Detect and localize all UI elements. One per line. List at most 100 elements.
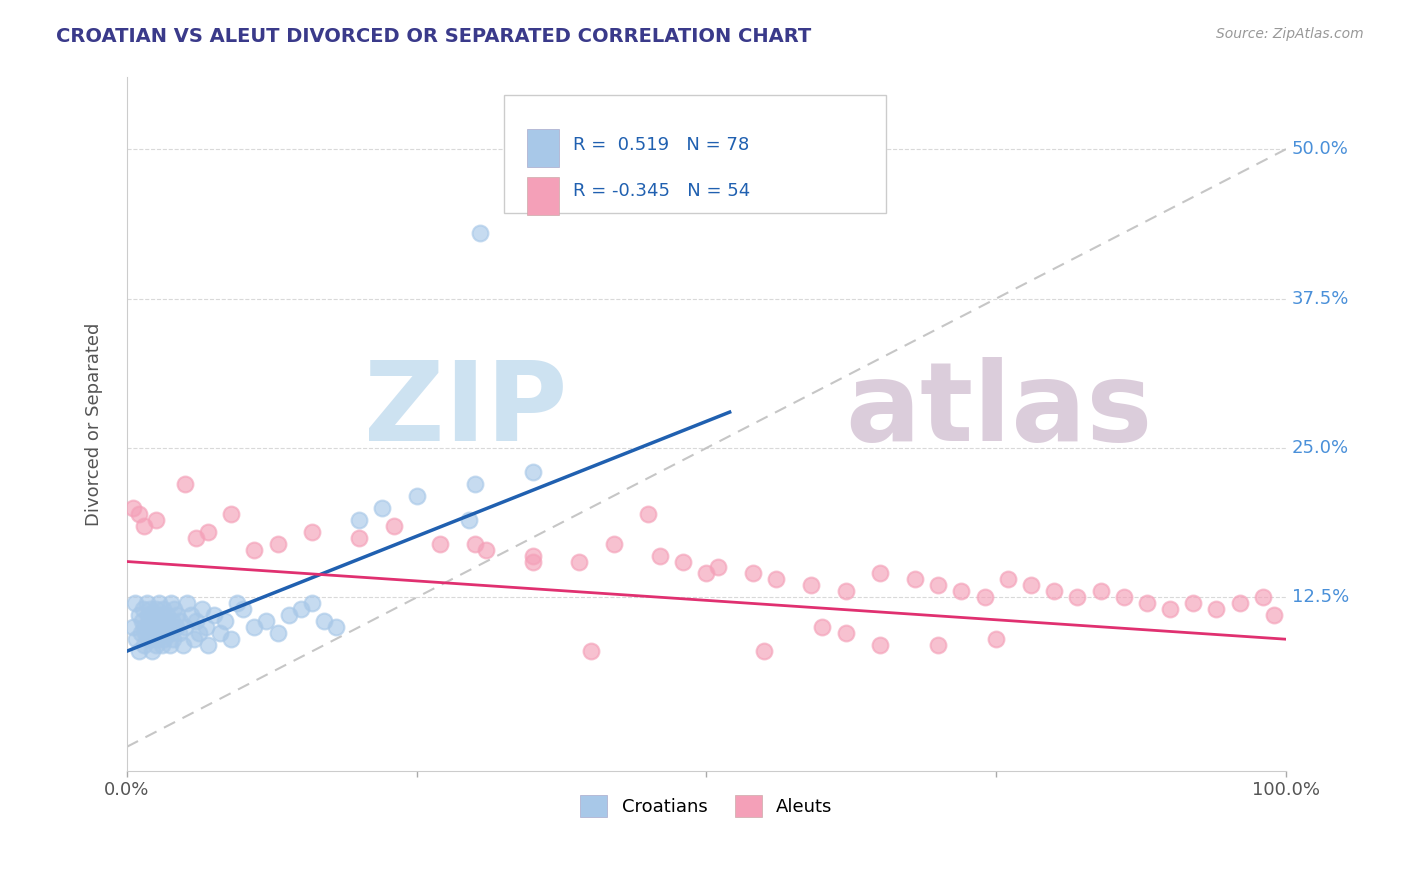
Point	[1182, 596, 1205, 610]
Point	[869, 566, 891, 581]
Point	[254, 615, 277, 629]
Point	[172, 638, 194, 652]
Point	[214, 615, 236, 629]
Point	[522, 555, 544, 569]
Point	[141, 644, 163, 658]
Point	[1066, 591, 1088, 605]
Point	[187, 626, 209, 640]
Point	[141, 608, 163, 623]
Point	[180, 608, 202, 623]
Point	[134, 518, 156, 533]
Point	[522, 465, 544, 479]
Point	[152, 602, 174, 616]
Point	[160, 596, 183, 610]
Point	[347, 531, 370, 545]
Point	[157, 620, 180, 634]
Text: 50.0%: 50.0%	[1292, 140, 1348, 158]
Point	[1112, 591, 1135, 605]
Text: Source: ZipAtlas.com: Source: ZipAtlas.com	[1216, 27, 1364, 41]
Point	[136, 608, 159, 623]
Point	[167, 626, 190, 640]
Point	[134, 638, 156, 652]
Point	[695, 566, 717, 581]
Point	[1043, 584, 1066, 599]
Point	[973, 591, 995, 605]
Point	[290, 602, 312, 616]
Point	[150, 620, 173, 634]
Point	[950, 584, 973, 599]
Point	[160, 615, 183, 629]
Point	[464, 536, 486, 550]
Legend: Croatians, Aleuts: Croatians, Aleuts	[574, 788, 839, 824]
Point	[904, 573, 927, 587]
Point	[470, 226, 492, 240]
Point	[128, 644, 150, 658]
Point	[1159, 602, 1181, 616]
Point	[145, 638, 167, 652]
Point	[156, 608, 179, 623]
Point	[143, 620, 166, 634]
Point	[163, 602, 186, 616]
Point	[579, 644, 602, 658]
Point	[243, 620, 266, 634]
Text: 37.5%: 37.5%	[1292, 290, 1350, 308]
Point	[219, 632, 242, 647]
Point	[464, 476, 486, 491]
Point	[136, 632, 159, 647]
FancyBboxPatch shape	[527, 129, 560, 167]
Point	[232, 602, 254, 616]
Point	[811, 620, 834, 634]
Y-axis label: Divorced or Separated: Divorced or Separated	[86, 322, 103, 525]
Point	[132, 602, 155, 616]
Point	[128, 507, 150, 521]
Point	[165, 620, 187, 634]
Point	[707, 560, 730, 574]
Point	[927, 578, 949, 592]
Point	[382, 518, 405, 533]
Point	[800, 578, 823, 592]
Point	[301, 524, 323, 539]
Point	[125, 632, 148, 647]
Text: CROATIAN VS ALEUT DIVORCED OR SEPARATED CORRELATION CHART: CROATIAN VS ALEUT DIVORCED OR SEPARATED …	[56, 27, 811, 45]
Point	[139, 602, 162, 616]
Point	[1090, 584, 1112, 599]
Point	[226, 596, 249, 610]
Point	[124, 596, 146, 610]
Point	[183, 632, 205, 647]
Point	[648, 549, 671, 563]
Point	[754, 644, 776, 658]
Point	[219, 507, 242, 521]
Point	[162, 632, 184, 647]
Point	[176, 596, 198, 610]
Point	[145, 602, 167, 616]
Point	[834, 626, 856, 640]
Point	[197, 638, 219, 652]
Point	[121, 620, 143, 634]
Point	[522, 549, 544, 563]
Point	[869, 638, 891, 652]
Point	[128, 608, 150, 623]
Point	[1205, 602, 1227, 616]
Point	[1019, 578, 1042, 592]
Point	[243, 542, 266, 557]
Point	[186, 615, 208, 629]
Point	[131, 615, 153, 629]
Point	[672, 555, 695, 569]
FancyBboxPatch shape	[527, 177, 560, 215]
Point	[312, 615, 335, 629]
Point	[1229, 596, 1251, 610]
Point	[141, 632, 163, 647]
Point	[146, 632, 169, 647]
Point	[139, 615, 162, 629]
Point	[568, 555, 591, 569]
Text: atlas: atlas	[845, 357, 1153, 464]
Point	[325, 620, 347, 634]
Point	[429, 536, 451, 550]
Point	[142, 626, 165, 640]
Point	[148, 596, 170, 610]
Text: R = -0.345   N = 54: R = -0.345 N = 54	[574, 182, 751, 201]
Point	[134, 620, 156, 634]
Point	[186, 531, 208, 545]
Text: ZIP: ZIP	[364, 357, 568, 464]
Point	[457, 513, 479, 527]
